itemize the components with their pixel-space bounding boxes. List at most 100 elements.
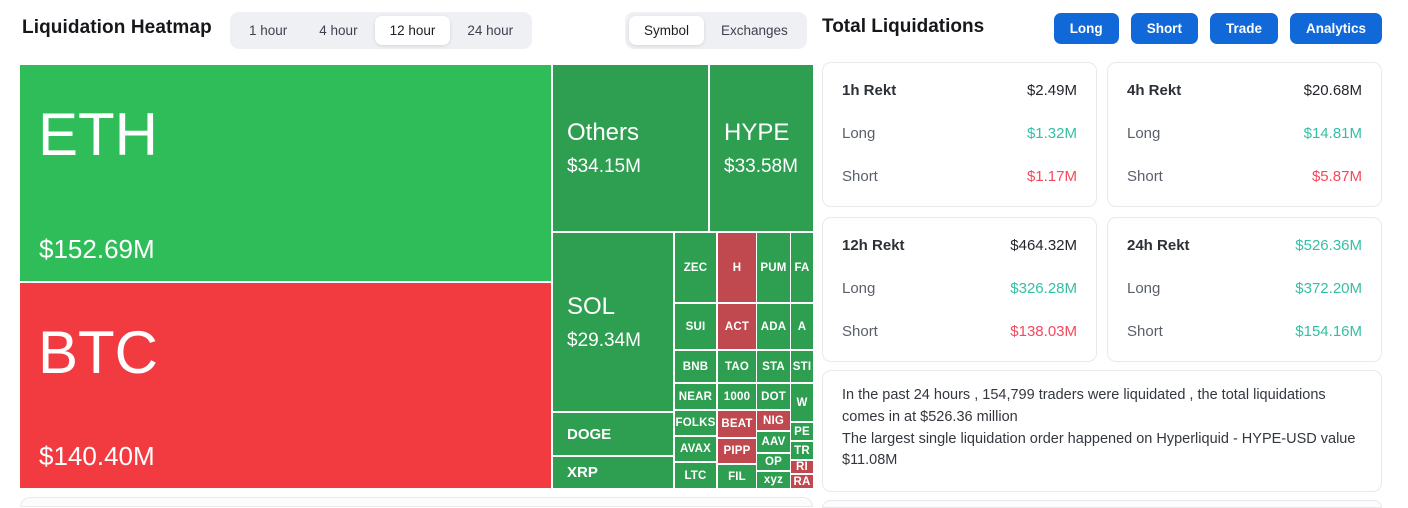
- cell-symbol: PIPP: [723, 445, 751, 457]
- tab-12-hour[interactable]: 12 hour: [374, 16, 451, 45]
- treemap-cell-dot[interactable]: DOT: [757, 384, 790, 409]
- cell-symbol: NIG: [762, 414, 785, 427]
- cell-symbol: FA: [794, 261, 810, 274]
- treemap-cell-pe[interactable]: PE: [791, 423, 813, 440]
- treemap-cell-xrp[interactable]: XRP: [553, 457, 673, 488]
- treemap-cell-beat[interactable]: BEAT: [718, 411, 756, 437]
- treemap-cell-sti[interactable]: STI: [791, 351, 813, 382]
- tab-4-hour[interactable]: 4 hour: [304, 16, 372, 45]
- treemap-cell-1000[interactable]: 1000: [718, 384, 756, 409]
- treemap-cell-sol[interactable]: SOL $29.34M: [553, 233, 673, 411]
- total-label: 1h Rekt: [842, 82, 897, 99]
- treemap-cell-folks[interactable]: FOLKS: [675, 411, 716, 435]
- cell-symbol: ETH: [38, 101, 158, 168]
- treemap-cell-aav[interactable]: AAV: [757, 432, 790, 452]
- page-title: Liquidation Heatmap: [22, 17, 212, 38]
- treemap-cell-pipp[interactable]: PIPP: [718, 439, 756, 463]
- short-label: Short: [842, 323, 878, 340]
- treemap-cell-tr[interactable]: TR: [791, 442, 813, 459]
- treemap-cell-w[interactable]: W: [791, 384, 813, 421]
- treemap-cell-fa[interactable]: FA: [791, 233, 813, 302]
- cell-symbol: ACT: [724, 320, 750, 333]
- short-label: Short: [1127, 323, 1163, 340]
- treemap-cell-near[interactable]: NEAR: [675, 384, 716, 409]
- treemap-cell-ra[interactable]: RA: [791, 475, 813, 488]
- total-row: 24h Rekt $526.36M: [1127, 237, 1362, 254]
- liquidation-treemap: ETH $152.69M BTC $140.40M Others $34.15M HYPE $…: [20, 65, 813, 488]
- treemap-cell-sta[interactable]: STA: [757, 351, 790, 382]
- toggle-exchanges[interactable]: Exchanges: [706, 16, 803, 45]
- trade-button[interactable]: Trade: [1209, 13, 1278, 44]
- treemap-cell-tao[interactable]: TAO: [718, 351, 756, 382]
- treemap-cell-ada[interactable]: ADA: [757, 304, 790, 349]
- summary-line-2: The largest single liquidation order hap…: [842, 430, 1356, 469]
- long-button[interactable]: Long: [1053, 13, 1119, 44]
- cell-symbol: A: [797, 320, 807, 333]
- long-row: Long $372.20M: [1127, 280, 1362, 297]
- tab-24-hour[interactable]: 24 hour: [452, 16, 528, 45]
- treemap-cell-h[interactable]: H: [718, 233, 756, 302]
- treemap-cell-bnb[interactable]: BNB: [675, 351, 716, 382]
- rekt-card-12h-rekt: 12h Rekt $464.32M Long $326.28M Short $138.03…: [822, 217, 1097, 362]
- long-label: Long: [1127, 125, 1161, 142]
- cell-symbol: TAO: [724, 360, 750, 373]
- short-row: Short $138.03M: [842, 323, 1077, 340]
- short-button[interactable]: Short: [1130, 13, 1198, 44]
- cell-symbol: Others: [567, 118, 640, 146]
- treemap-cell-others[interactable]: Others $34.15M: [553, 65, 708, 231]
- cell-symbol: BNB: [682, 360, 709, 373]
- treemap-cell-nig[interactable]: NIG: [757, 411, 790, 430]
- analytics-button[interactable]: Analytics: [1289, 13, 1382, 44]
- total-row: 4h Rekt $20.68M: [1127, 82, 1362, 99]
- total-row: 1h Rekt $2.49M: [842, 82, 1077, 99]
- treemap-cell-btc[interactable]: BTC $140.40M: [20, 283, 551, 488]
- time-range-tabs: 1 hour 4 hour 12 hour 24 hour: [230, 12, 533, 49]
- long-label: Long: [842, 280, 876, 297]
- long-row: Long $14.81M: [1127, 125, 1362, 142]
- treemap-cell-a[interactable]: A: [791, 304, 813, 349]
- cell-symbol: ADA: [760, 320, 787, 333]
- short-value: $154.16M: [1295, 323, 1362, 340]
- treemap-cell-sui[interactable]: SUI: [675, 304, 716, 349]
- cell-symbol: ZEC: [683, 261, 708, 274]
- cell-symbol: AVAX: [679, 443, 712, 455]
- short-value: $5.87M: [1311, 168, 1362, 185]
- cell-value: $140.40M: [39, 441, 155, 471]
- treemap-cell-xyz[interactable]: xyz: [757, 472, 790, 488]
- cell-value: $34.15M: [567, 155, 641, 177]
- total-value: $20.68M: [1303, 82, 1362, 99]
- treemap-cell-act[interactable]: ACT: [718, 304, 756, 349]
- total-label: 4h Rekt: [1127, 82, 1182, 99]
- view-toggle: Symbol Exchanges: [625, 12, 807, 49]
- treemap-cell-zec[interactable]: ZEC: [675, 233, 716, 302]
- cell-symbol: RI: [796, 461, 808, 473]
- cell-symbol: W: [796, 396, 808, 409]
- cell-symbol: TR: [794, 444, 810, 457]
- rekt-card-24h-rekt: 24h Rekt $526.36M Long $372.20M Short $154.16…: [1107, 217, 1382, 362]
- cell-symbol: NEAR: [678, 390, 713, 403]
- tab-1-hour[interactable]: 1 hour: [234, 16, 302, 45]
- treemap-cell-hype[interactable]: HYPE $33.58M: [710, 65, 813, 231]
- short-label: Short: [1127, 168, 1163, 185]
- next-card-right-cutoff: [822, 500, 1382, 508]
- total-label: 12h Rekt: [842, 237, 905, 254]
- treemap-cell-pum[interactable]: PUM: [757, 233, 790, 302]
- short-value: $138.03M: [1010, 323, 1077, 340]
- short-row: Short $154.16M: [1127, 323, 1362, 340]
- cell-value: $152.69M: [39, 234, 155, 264]
- treemap-cell-eth[interactable]: ETH $152.69M: [20, 65, 551, 281]
- cell-value: $33.58M: [724, 155, 798, 177]
- rekt-card-1h-rekt: 1h Rekt $2.49M Long $1.32M Short $1.17M: [822, 62, 1097, 207]
- cell-symbol: PUM: [760, 261, 787, 274]
- treemap-cell-op[interactable]: OP: [757, 454, 790, 470]
- toggle-symbol[interactable]: Symbol: [629, 16, 705, 45]
- treemap-cell-doge[interactable]: DOGE: [553, 413, 673, 455]
- treemap-cell-avax[interactable]: AVAX: [675, 437, 716, 461]
- treemap-cell-fil[interactable]: FIL: [718, 465, 756, 488]
- treemap-cell-ri[interactable]: RI: [791, 461, 813, 473]
- treemap-cell-ltc[interactable]: LTC: [675, 463, 716, 488]
- panel-title: Total Liquidations: [822, 16, 985, 37]
- cell-symbol: xyz: [763, 474, 784, 486]
- long-row: Long $326.28M: [842, 280, 1077, 297]
